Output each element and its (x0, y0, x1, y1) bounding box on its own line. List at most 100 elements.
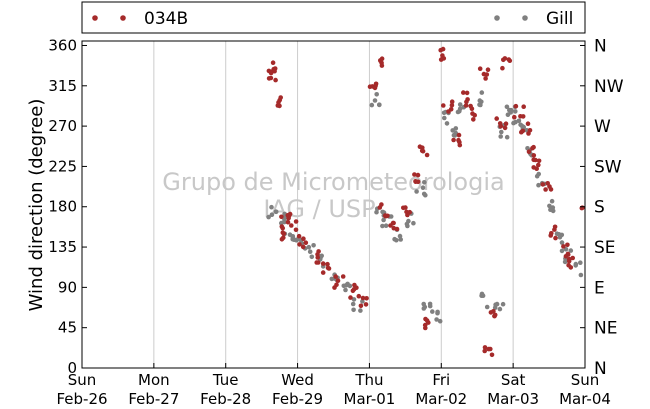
y-axis-title: Wind direction (degree) (26, 99, 47, 312)
data-point (488, 346, 493, 352)
x-tick-date: Feb-28 (200, 390, 251, 408)
data-point (513, 109, 518, 114)
data-point (434, 317, 439, 322)
data-point (423, 325, 428, 331)
data-point (552, 227, 557, 232)
data-point (540, 182, 546, 187)
data-point (494, 301, 500, 307)
data-point (427, 303, 433, 309)
legend: 034B Gill (81, 1, 586, 34)
data-point (451, 137, 456, 143)
data-point (266, 214, 271, 220)
data-point (488, 310, 494, 315)
x-tick-day: Wed (281, 371, 314, 389)
direction-label: SE (594, 238, 616, 258)
data-point (340, 274, 346, 279)
data-point (276, 100, 281, 105)
data-point (566, 262, 571, 268)
data-point (483, 76, 488, 81)
data-point (350, 301, 356, 307)
x-axis: SunFeb-26MonFeb-27TueFeb-28WedFeb-29ThuM… (56, 363, 611, 408)
data-point (383, 223, 389, 228)
data-point (414, 189, 419, 194)
data-point (394, 237, 399, 243)
data-point (435, 310, 440, 316)
data-point (497, 306, 503, 312)
data-point (372, 85, 378, 91)
data-point (423, 192, 428, 198)
x-tick-date: Feb-27 (128, 390, 179, 408)
data-point (531, 153, 537, 158)
data-point (289, 223, 294, 228)
data-point (297, 242, 302, 247)
data-point (565, 242, 570, 248)
data-point (293, 227, 299, 233)
data-point (417, 144, 423, 149)
data-point (388, 214, 394, 219)
legend-marker-034B (92, 15, 98, 21)
data-point (556, 232, 562, 237)
data-point (320, 261, 326, 266)
data-point (536, 182, 541, 188)
data-point (325, 261, 330, 267)
data-point (278, 95, 284, 100)
data-point (536, 158, 542, 164)
data-point (380, 209, 385, 215)
data-point (548, 233, 553, 238)
right-direction-axis: N NE E SE S SW W NW N (580, 36, 624, 379)
legend-label-gill: Gill (546, 9, 573, 29)
data-point (269, 204, 274, 210)
legend-label-034B: 034B (144, 9, 188, 29)
data-point (379, 202, 384, 207)
data-point (332, 285, 337, 290)
data-point (494, 116, 500, 121)
data-point (316, 249, 321, 254)
data-point (358, 308, 363, 313)
data-point (341, 283, 347, 289)
data-point (270, 60, 276, 65)
data-point (464, 90, 470, 96)
data-point (484, 304, 490, 310)
data-point (272, 68, 277, 74)
data-point (348, 295, 353, 300)
x-tick-day: Mon (138, 371, 170, 389)
data-point (374, 92, 380, 97)
data-point (526, 149, 532, 154)
data-point (279, 214, 284, 220)
data-point (293, 219, 299, 224)
data-point (380, 223, 385, 229)
data-point (430, 309, 435, 314)
data-point (464, 99, 469, 105)
direction-label: SW (594, 157, 622, 177)
legend-marker-gill (522, 15, 528, 21)
data-point (268, 75, 274, 81)
data-point (507, 58, 513, 63)
data-point (471, 117, 476, 122)
data-point (306, 244, 312, 250)
data-point (562, 259, 568, 265)
data-point (578, 260, 583, 266)
y-tick-label: 0 (67, 359, 77, 377)
data-point (553, 235, 558, 241)
data-point (311, 243, 316, 248)
data-point (343, 287, 348, 293)
data-point (492, 313, 497, 319)
data-point (287, 232, 293, 237)
data-point (307, 249, 313, 254)
data-point (415, 172, 421, 178)
data-point (479, 90, 485, 95)
data-point (374, 209, 379, 215)
data-point (482, 345, 488, 350)
data-point (468, 103, 473, 109)
data-point (548, 187, 554, 192)
direction-label: NE (594, 319, 617, 339)
data-point (512, 114, 517, 120)
data-point (333, 274, 339, 279)
data-point (504, 104, 510, 110)
data-point (350, 288, 356, 294)
direction-label: NW (594, 77, 624, 97)
data-points (266, 46, 585, 358)
data-point (463, 103, 469, 108)
data-point (273, 209, 279, 215)
x-tick-day: Thu (354, 371, 383, 389)
